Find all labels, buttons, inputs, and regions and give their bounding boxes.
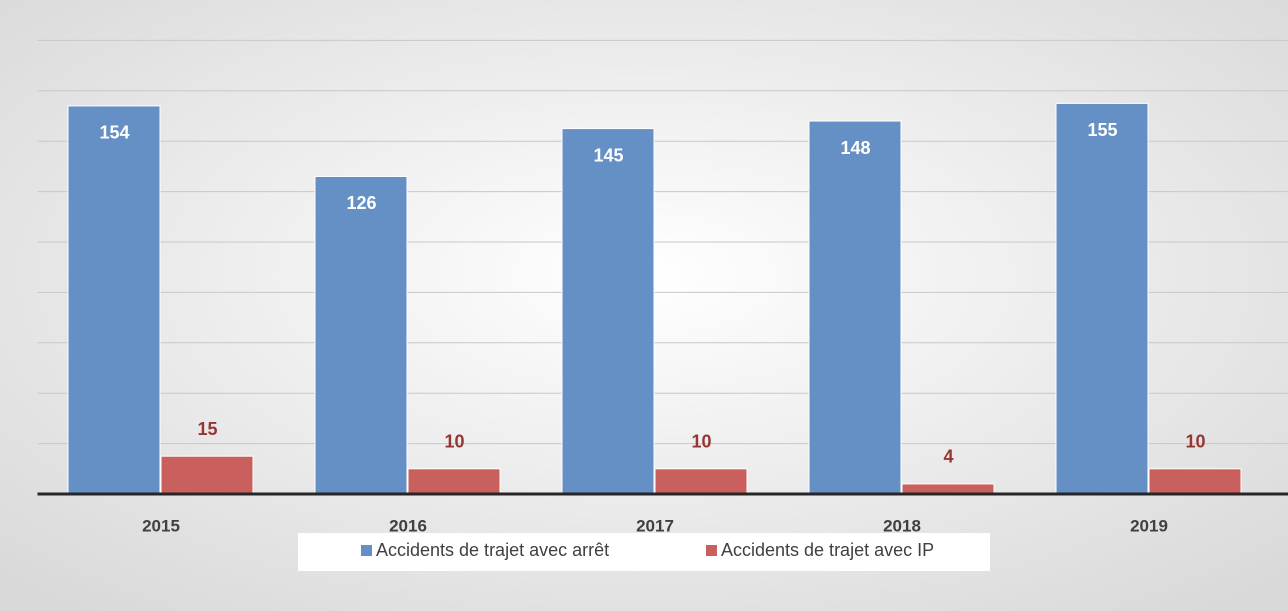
data-label: 155 (1087, 120, 1117, 140)
bar (654, 468, 748, 495)
x-tick-label: 2016 (389, 516, 427, 535)
legend-label: Accidents de trajet avec arrêt (376, 540, 609, 560)
bar (407, 468, 501, 495)
x-tick-label: 2018 (883, 516, 921, 535)
bar (1148, 468, 1242, 495)
bar (561, 128, 655, 495)
data-label: 148 (840, 138, 870, 158)
bar (1055, 102, 1149, 495)
x-tick-label: 2019 (1130, 516, 1168, 535)
bar (901, 483, 995, 495)
data-label: 154 (99, 123, 129, 143)
data-label: 15 (197, 419, 217, 439)
bar (808, 120, 902, 495)
data-label: 10 (691, 432, 711, 452)
bar (160, 455, 254, 495)
bar (67, 105, 161, 495)
legend-label: Accidents de trajet avec IP (721, 540, 934, 560)
data-label: 4 (943, 447, 953, 467)
data-label: 145 (593, 145, 623, 165)
data-label: 126 (346, 193, 376, 213)
x-tick-label: 2015 (142, 516, 180, 535)
legend-swatch (361, 545, 372, 556)
bar (314, 175, 408, 495)
data-label: 10 (444, 432, 464, 452)
legend-swatch (706, 545, 717, 556)
data-label: 10 (1185, 432, 1205, 452)
x-tick-label: 2017 (636, 516, 674, 535)
legend-box (298, 533, 990, 571)
